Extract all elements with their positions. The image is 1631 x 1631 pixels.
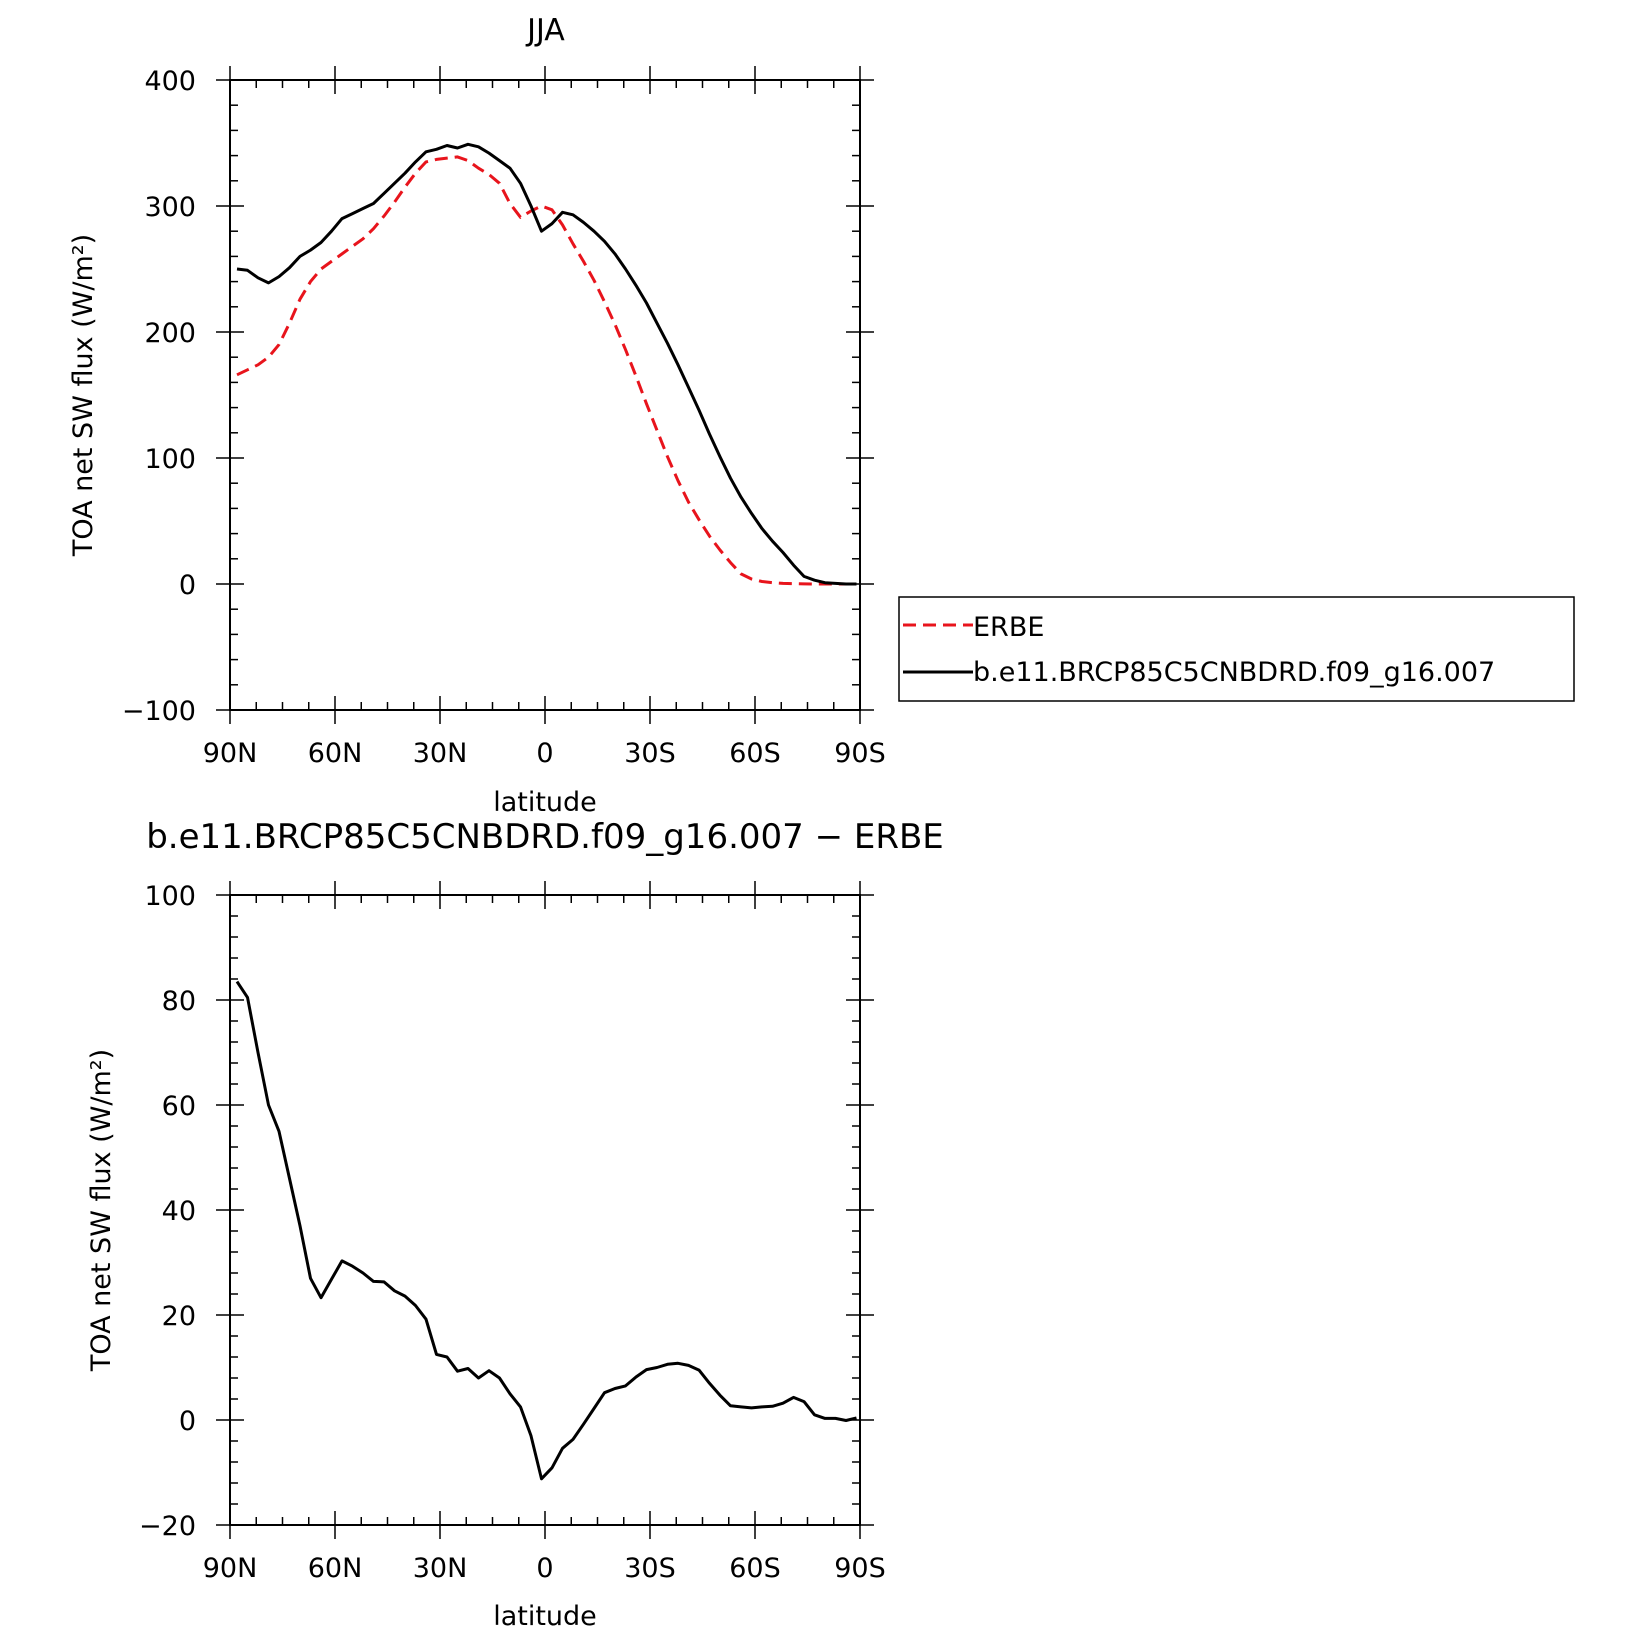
bottom-series-lines: [235, 980, 857, 1481]
x-tick-label: 90N: [203, 738, 258, 769]
y-tick-label: 300: [144, 192, 196, 223]
y-tick-label: 40: [162, 1196, 196, 1227]
x-tick-label: 90S: [834, 1553, 886, 1584]
top-plot-frame: [229, 79, 861, 711]
top-tick-marks: [216, 66, 874, 724]
top-series-lines: [236, 142, 857, 586]
bottom-tick-marks: [216, 881, 874, 1539]
x-tick-label: 60N: [308, 738, 363, 769]
y-tick-label: −100: [122, 696, 196, 727]
y-tick-label: 20: [162, 1301, 196, 1332]
y-tick-label: 60: [162, 1091, 196, 1122]
bottom-plot-frame: [229, 894, 861, 1526]
y-tick-label: 400: [144, 66, 196, 97]
y-tick-label: 100: [144, 444, 196, 475]
legend-label-model: b.e11.BRCP85C5CNBDRD.f09_g16.007: [973, 657, 1495, 688]
x-tick-label: 90S: [834, 738, 886, 769]
legend: ERBE b.e11.BRCP85C5CNBDRD.f09_g16.007: [898, 596, 1575, 702]
x-tick-label: 0: [536, 738, 553, 769]
legend-box: [898, 596, 1575, 702]
legend-label-erbe: ERBE: [973, 612, 1044, 643]
bottom-chart-title: b.e11.BRCP85C5CNBDRD.f09_g16.007 − ERBE: [146, 817, 944, 857]
x-tick-label: 60S: [729, 1553, 781, 1584]
series-line-difference: [235, 980, 857, 1481]
y-tick-label: 200: [144, 318, 196, 349]
y-tick-label: 0: [179, 1406, 196, 1437]
top-x-tick-labels: 90N 60N 30N 0 30S 60S 90S: [203, 738, 886, 769]
top-x-axis-label: latitude: [493, 787, 597, 818]
x-tick-label: 60S: [729, 738, 781, 769]
y-tick-label: −20: [139, 1511, 196, 1542]
bottom-panel: b.e11.BRCP85C5CNBDRD.f09_g16.007 − ERBE …: [86, 817, 944, 1631]
y-tick-label: 100: [144, 881, 196, 912]
bottom-y-tick-labels: −20 0 20 40 60 80 100: [139, 881, 196, 1542]
x-tick-label: 30N: [413, 738, 468, 769]
bottom-x-tick-labels: 90N 60N 30N 0 30S 60S 90S: [203, 1553, 886, 1584]
x-tick-label: 0: [536, 1553, 553, 1584]
top-y-tick-labels: −100 0 100 200 300 400: [122, 66, 196, 727]
top-y-axis-label: TOA net SW flux (W/m²): [68, 234, 99, 557]
x-tick-label: 30S: [624, 1553, 676, 1584]
y-tick-label: 80: [162, 986, 196, 1017]
bottom-y-axis-label: TOA net SW flux (W/m²): [86, 1049, 117, 1372]
series-line-erbe: [236, 155, 857, 586]
top-chart-title: JJA: [525, 13, 565, 48]
x-tick-label: 90N: [203, 1553, 258, 1584]
y-tick-label: 0: [179, 570, 196, 601]
x-tick-label: 30N: [413, 1553, 468, 1584]
series-line-b-e11-brcp85c5cnbdrd-f09-g16-007: [236, 142, 857, 586]
x-tick-label: 60N: [308, 1553, 363, 1584]
x-tick-label: 30S: [624, 738, 676, 769]
bottom-x-axis-label: latitude: [493, 1601, 597, 1631]
